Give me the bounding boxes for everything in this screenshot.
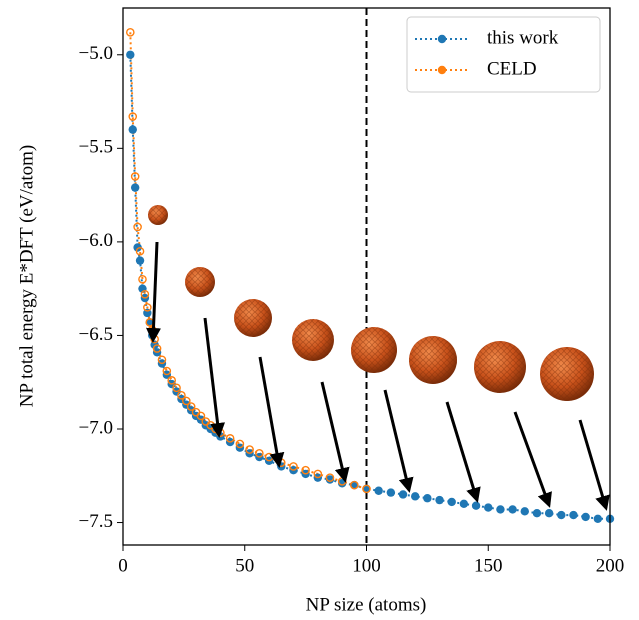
data-point (557, 510, 566, 520)
data-point (177, 391, 186, 400)
data-point (157, 355, 167, 365)
data-point (313, 469, 323, 479)
data-point (569, 510, 578, 520)
data-point (484, 503, 493, 512)
data-point (140, 289, 150, 299)
data-point (128, 125, 137, 134)
y-axis-label: NP total energy E*DFT (eV/atom) (16, 145, 37, 407)
data-point (255, 449, 264, 458)
y-tick-label: −6.0 (79, 230, 113, 251)
data-point (135, 256, 145, 265)
legend-marker (437, 65, 447, 75)
data-point (133, 222, 142, 232)
x-axis-label: NP size (atoms) (306, 594, 427, 615)
data-point (325, 473, 335, 482)
data-point (245, 445, 254, 454)
data-point (423, 494, 432, 503)
data-point (182, 396, 191, 406)
nanoparticle-illustrations (145, 205, 610, 511)
data-point (135, 246, 145, 256)
data-point (362, 484, 371, 494)
data-point (162, 366, 172, 376)
data-point (435, 495, 444, 505)
data-point (520, 507, 529, 516)
data-point (186, 402, 196, 411)
data-point (225, 434, 235, 443)
legend-label: CELD (487, 58, 537, 79)
data-point (301, 465, 310, 475)
data-point (471, 501, 481, 510)
x-tick-label: 200 (596, 555, 625, 576)
data-point (128, 112, 138, 121)
data-point (196, 411, 206, 421)
data-point (581, 512, 590, 522)
data-point (172, 383, 181, 393)
data-point (152, 344, 162, 353)
data-point (235, 439, 245, 449)
data-point (130, 172, 140, 181)
data-point (133, 243, 142, 252)
data-point (167, 376, 176, 385)
data-point (398, 490, 408, 499)
y-tick-label: −5.0 (79, 43, 113, 64)
data-point (508, 505, 517, 514)
data-point (130, 183, 140, 192)
series-line (129, 54, 610, 520)
legend-box (406, 16, 601, 93)
y-tick-label: −6.5 (79, 324, 113, 345)
legend-marker (437, 34, 447, 44)
data-point (496, 505, 505, 514)
data-point (411, 492, 420, 501)
data-point (138, 275, 147, 284)
data-point (386, 488, 396, 497)
x-tick-label: 0 (118, 555, 128, 576)
x-tick-label: 50 (235, 555, 254, 576)
data-point (145, 318, 154, 327)
data-point (593, 514, 603, 524)
data-point (544, 508, 554, 518)
y-tick-label: −7.0 (79, 417, 113, 438)
data-point (532, 508, 542, 518)
data-point (126, 28, 135, 37)
data-point (126, 50, 135, 59)
data-point (143, 303, 152, 312)
data-point (350, 480, 359, 490)
plot-frame (122, 7, 611, 546)
data-point (289, 462, 298, 471)
data-point (447, 497, 456, 507)
data-point (374, 486, 383, 495)
x-tick-label: 100 (352, 555, 381, 576)
data-point (325, 475, 335, 484)
legend-label: this work (487, 27, 559, 48)
y-tick-label: −7.5 (79, 511, 113, 532)
data-point (350, 480, 359, 490)
data-point (459, 499, 469, 509)
y-tick-label: −5.5 (79, 137, 113, 158)
data-point (362, 484, 371, 494)
x-tick-label: 150 (474, 555, 503, 576)
